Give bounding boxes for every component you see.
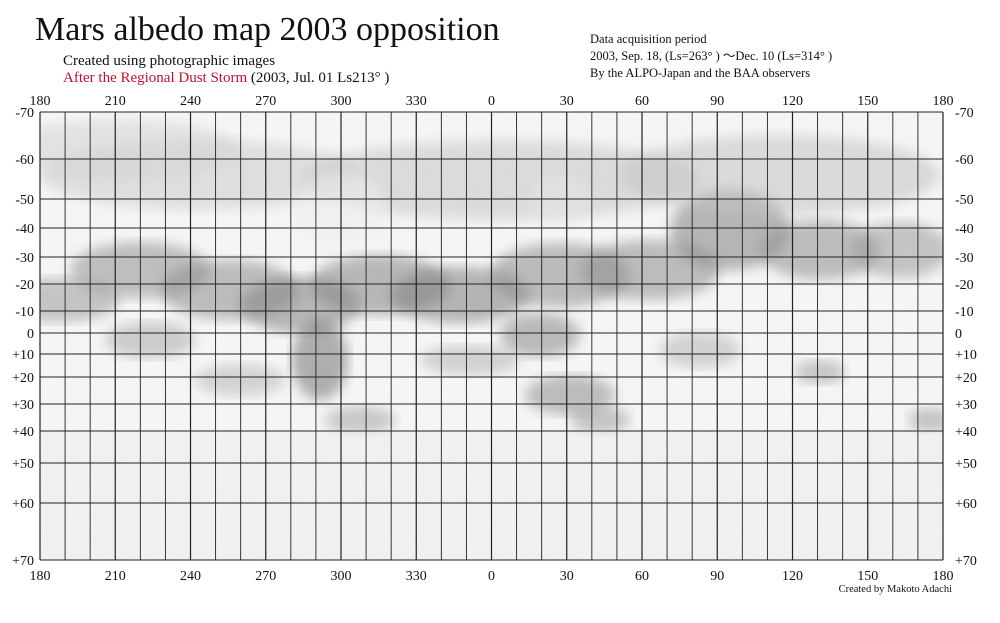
latitude-label: +60: [955, 497, 977, 512]
latitude-label: +70: [12, 554, 34, 569]
longitude-label: 240: [180, 569, 201, 584]
albedo-shading: [40, 112, 943, 560]
latitude-label: +60: [12, 497, 34, 512]
longitude-label: 180: [30, 94, 51, 109]
info-line-3: By the ALPO-Japan and the BAA observers: [590, 66, 811, 80]
latitude-label: +70: [955, 554, 977, 569]
latitude-label: -10: [955, 305, 974, 320]
latitude-label: +30: [12, 398, 34, 413]
longitude-label: 300: [331, 94, 352, 109]
longitude-label: 180: [933, 94, 954, 109]
latitude-label: -70: [955, 106, 974, 121]
storm-note: After the Regional Dust Storm (2003, Jul…: [63, 70, 389, 87]
left-latitude-labels: -70 -60 -50 -40 -30 -20 -10 0 +10 +20 +30 +40 +50 +60…: [12, 106, 34, 569]
longitude-label: 150: [857, 569, 878, 584]
right-latitude-labels: -70 -60 -50 -40 -30 -20 -10 0 +10 +20 +30 +40 +50 +60…: [955, 106, 977, 569]
longitude-label: 300: [331, 569, 352, 584]
map-title: Mars albedo map 2003 opposition: [35, 11, 500, 48]
latitude-label: -50: [955, 193, 974, 208]
longitude-label: 210: [105, 569, 126, 584]
latitude-label: -60: [15, 153, 34, 168]
longitude-label: 120: [782, 569, 803, 584]
latitude-label: -60: [955, 153, 974, 168]
latitude-label: -70: [15, 106, 34, 121]
latitude-label: -10: [15, 305, 34, 320]
storm-date: (2003, Jul. 01 Ls213° ): [250, 70, 390, 86]
latitude-label: -20: [15, 278, 34, 293]
acquisition-info: Data acquisition period 2003, Sep. 18, (…: [590, 31, 832, 82]
longitude-label: 90: [710, 569, 724, 584]
longitude-label: 30: [560, 569, 574, 584]
longitude-label: 60: [635, 94, 649, 109]
latitude-label: +10: [12, 348, 34, 363]
info-line-2: 2003, Sep. 18, (Ls=263° ) ～Dec. 10 (Ls=3…: [590, 49, 833, 63]
longitude-label: 210: [105, 94, 126, 109]
latitude-label: 0: [955, 327, 962, 342]
longitude-label: 240: [180, 94, 201, 109]
longitude-label: 270: [255, 94, 276, 109]
latitude-label: +40: [955, 425, 977, 440]
latitude-label: 0: [27, 327, 34, 342]
longitude-label: 120: [782, 94, 803, 109]
longitude-label: 60: [635, 569, 649, 584]
credit-text: Created by Makoto Adachi: [838, 584, 952, 595]
coordinate-grid: [39, 111, 944, 561]
storm-label: After the Regional Dust Storm: [63, 70, 248, 86]
longitude-label: 330: [406, 569, 427, 584]
longitude-label: 270: [255, 569, 276, 584]
info-line-1: Data acquisition period: [590, 32, 707, 46]
longitude-label: 150: [857, 94, 878, 109]
latitude-label: +50: [12, 457, 34, 472]
latitude-label: +40: [12, 425, 34, 440]
longitude-label: 0: [488, 569, 495, 584]
longitude-label: 180: [30, 569, 51, 584]
longitude-label: 180: [933, 569, 954, 584]
longitude-label: 330: [406, 94, 427, 109]
latitude-label: +30: [955, 398, 977, 413]
latitude-label: +10: [955, 348, 977, 363]
bottom-longitude-labels: 180 210 240 270 300 330 0 30 60 90 120 150 180: [30, 569, 954, 584]
latitude-label: -40: [955, 222, 974, 237]
longitude-label: 30: [560, 94, 574, 109]
latitude-label: -30: [955, 251, 974, 266]
map-subtitle: Created using photographic images: [63, 53, 276, 69]
longitude-label: 90: [710, 94, 724, 109]
latitude-label: +20: [955, 371, 977, 386]
latitude-label: -20: [955, 278, 974, 293]
latitude-label: -50: [15, 193, 34, 208]
longitude-label: 0: [488, 94, 495, 109]
latitude-label: -30: [15, 251, 34, 266]
latitude-label: -40: [15, 222, 34, 237]
latitude-label: +50: [955, 457, 977, 472]
top-longitude-labels: 180 210 240 270 300 330 0 30 60 90 120 150 180: [30, 94, 954, 109]
latitude-label: +20: [12, 371, 34, 386]
